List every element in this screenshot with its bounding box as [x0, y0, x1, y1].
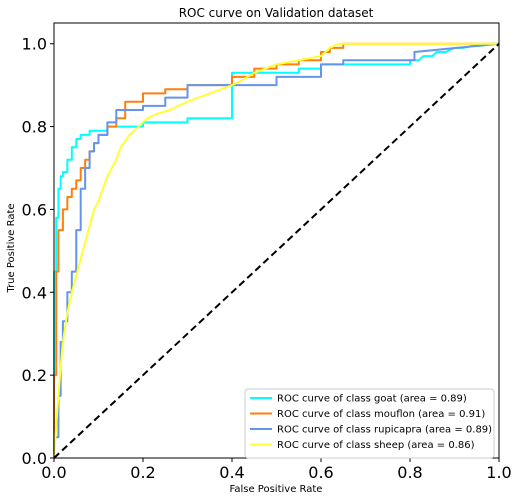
plot-background [54, 23, 499, 458]
axes: 0.0 0.2 0.4 0.6 0.8 1.0 0.0 0.2 0.4 0.6 0.8 1.0 [22, 22, 512, 482]
legend-entry: ROC curve of class goat (area = 0.89) [277, 394, 467, 405]
y-tick-label: 1.0 [22, 35, 47, 54]
roc-curves [53, 42, 500, 459]
y-axis-label: True Positive Rate [6, 203, 17, 293]
y-tick-label: 0.4 [22, 283, 47, 302]
x-tick-label: 0.4 [219, 463, 244, 482]
roc-line-series-2 [53, 42, 500, 458]
x-tick-label: 1.0 [486, 463, 511, 482]
x-tick-label: 0.0 [41, 463, 66, 482]
x-tick-label: 0.8 [397, 463, 422, 482]
roc-line-series-3 [53, 42, 499, 459]
plot-area [54, 23, 499, 458]
x-tick-label: 0.2 [130, 463, 155, 482]
y-tick-label: 0.2 [22, 366, 47, 385]
chance-diagonal-line [53, 42, 500, 459]
legend-box [244, 388, 495, 459]
legend-entry: ROC curve of class sheep (area = 0.86) [277, 440, 475, 451]
legend: ROC curve of class goat (area = 0.89) ROC… [244, 388, 495, 459]
chart-title: ROC curve on Validation dataset [179, 6, 374, 20]
y-tick-label: 0.8 [22, 118, 47, 137]
x-axis-label: False Positive Rate [230, 484, 323, 495]
x-tick-label: 0.6 [308, 463, 333, 482]
legend-entry: ROC curve of class rupicapra (area = 0.8… [277, 425, 492, 436]
y-tick-label: 0.6 [22, 200, 47, 219]
legend-entry: ROC curve of class mouflon (area = 0.91) [277, 409, 485, 420]
roc-line-series-0 [53, 42, 499, 458]
y-tick-label: 0.0 [22, 449, 47, 468]
